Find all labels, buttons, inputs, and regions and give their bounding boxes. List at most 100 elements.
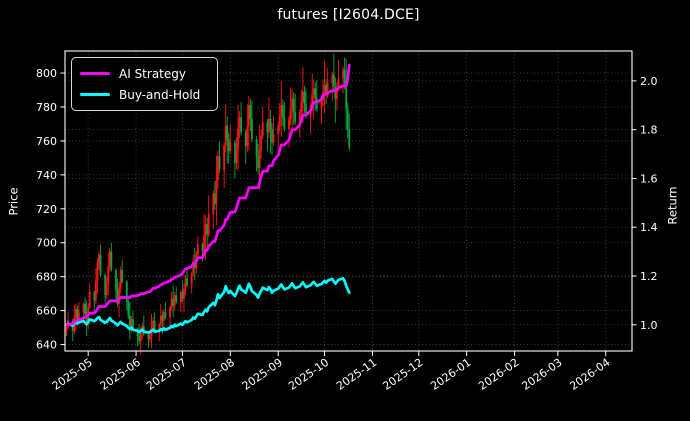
legend: AI Strategy Buy-and-Hold [71,57,218,111]
candle-body [192,261,195,274]
candle-body [183,288,185,299]
candle-body [115,269,117,291]
candle-body [172,298,175,306]
candle-body [93,291,96,301]
candle-body [223,146,226,170]
date-tick-label: 2025-10 [286,356,331,393]
plot-border [64,50,633,352]
date-tick-label: 2025-05 [50,356,95,393]
buy-and-hold-line-swatch [80,93,110,96]
legend-label-buy-and-hold: Buy-and-Hold [119,87,201,102]
candle-body [127,302,130,316]
price-tick-label: 640 [36,339,57,352]
date-tick-label: 2026-04 [567,356,612,393]
price-tick-label: 780 [36,101,57,114]
date-tick-label: 2026-03 [519,356,564,393]
price-tick-label: 700 [36,237,57,250]
candle-body [237,129,239,150]
candle-body [136,329,139,337]
candle-body [110,251,113,270]
candle-body [78,312,80,320]
return-tick-label: 1.4 [640,221,658,234]
candle-body [173,295,176,306]
candle-body [153,320,156,331]
candle-body [181,291,184,299]
candle-body [278,115,281,126]
candle-body [84,303,86,315]
candle-body [170,298,173,308]
candle-body [88,291,91,308]
candle-body [291,98,294,109]
candle-body [158,324,161,331]
date-tick-label: 2025-11 [334,356,379,393]
price-tick-label: 800 [36,67,57,80]
candle-body [244,132,247,147]
ai-strategy-line-swatch [80,72,110,75]
candle-body [272,134,275,143]
candle-body [269,118,272,130]
candle-body [118,286,120,304]
candle-body [240,117,243,133]
price-tick-label: 720 [36,203,57,216]
candle-body [119,269,122,287]
candle-body [292,98,295,113]
candle-body [342,69,344,79]
candle-body [337,78,340,89]
candle-body [302,91,304,102]
candle-body [186,278,188,286]
candle-body [268,118,270,133]
return-tick-label: 1.6 [640,172,658,185]
candle-body [108,251,111,267]
candle-body [206,224,209,235]
return-tick-label: 2.0 [640,75,658,88]
chart-title: futures [I2604.DCE] [277,7,420,23]
candle-body [201,244,204,252]
price-tick-label: 760 [36,135,57,148]
candle-body [266,122,269,133]
candle-body [258,149,261,169]
candle-body [246,125,249,147]
candle-body [314,88,317,99]
candle-body [261,122,264,136]
candle-body [305,103,307,116]
candle-body [224,125,227,147]
candle-body [107,266,110,284]
legend-item-buy-and-hold: Buy-and-Hold [80,84,209,105]
candle-body [235,149,238,163]
return-tick-label: 1.8 [640,124,658,137]
candle-body [298,112,301,123]
candle-body [130,319,133,328]
candle-body [345,83,348,109]
candle-body [348,129,351,148]
candle-body [76,308,79,320]
y-axis-label-price: Price [6,187,21,216]
candle-body [82,303,85,313]
date-tick-label: 2025-08 [192,356,237,393]
candle-body [303,91,306,104]
candle-body [74,308,77,318]
candle-body [125,281,128,303]
candle-body [320,100,323,109]
candle-body [159,315,162,325]
candle-body [179,291,182,303]
candle-body [311,95,314,106]
candle-body [218,156,221,170]
date-tick-label: 2025-06 [98,356,143,393]
candle-body [294,112,297,123]
candle-body [149,336,151,340]
candle-body [164,312,167,318]
candle-body [65,327,68,331]
candle-body [283,117,286,130]
ai-strategy-line [65,63,351,327]
candle-body [229,142,232,152]
candle-body [234,142,236,163]
date-tick-label: 2025-12 [380,356,425,393]
candle-body [300,101,303,113]
tick-marks-layer [60,72,637,356]
candle-body [147,334,150,340]
candle-body [196,244,199,255]
candle-body [280,105,283,116]
price-tick-label: 740 [36,169,57,182]
